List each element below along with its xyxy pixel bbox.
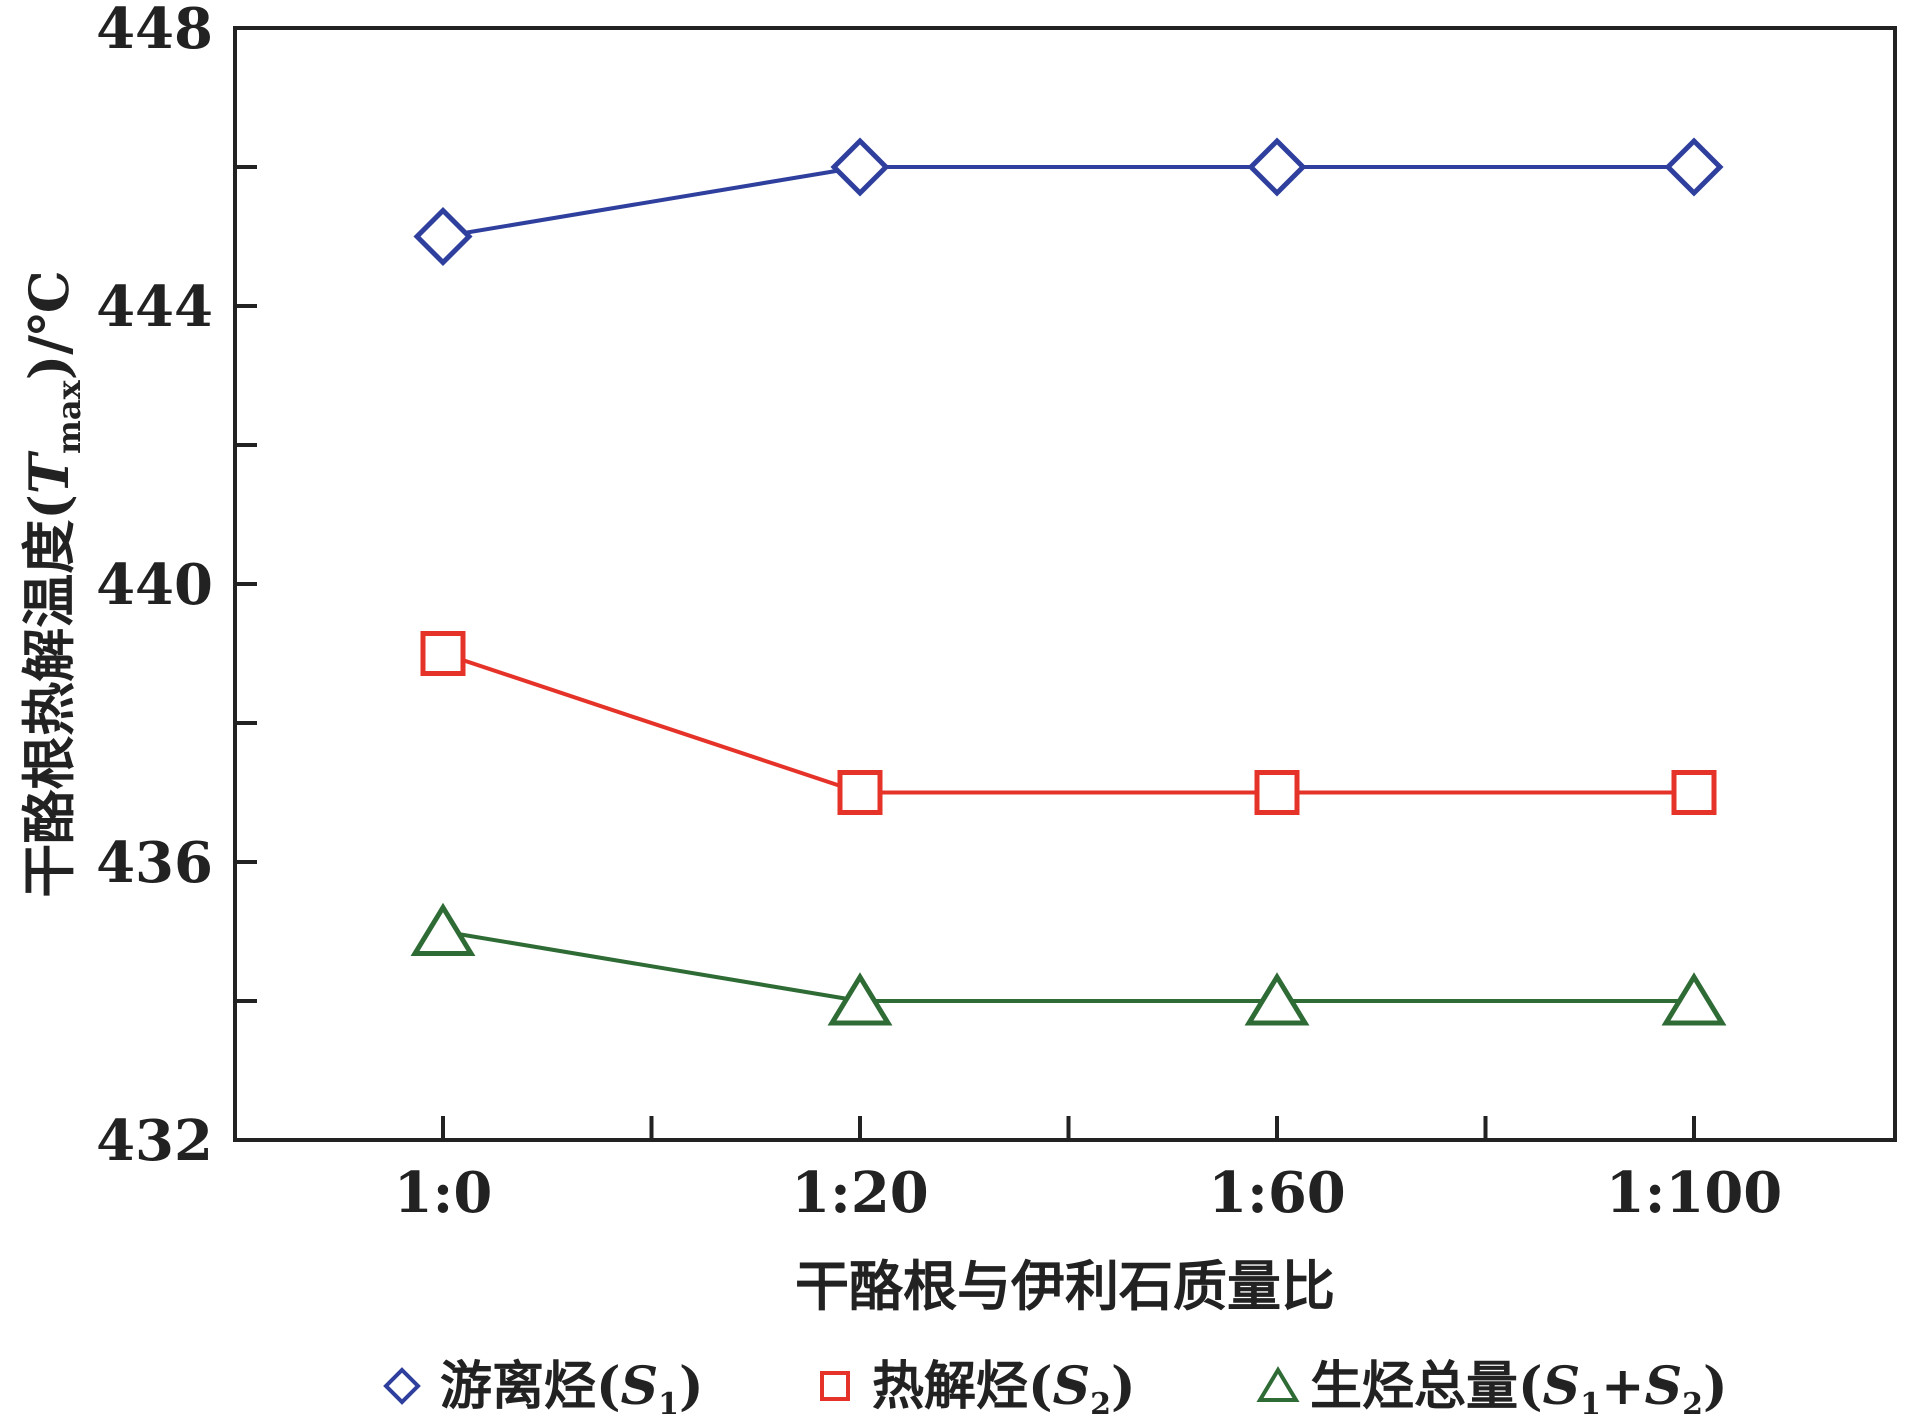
series-line [442, 651, 1694, 795]
legend-item-pyrolysis-hydrocarbon: 热解烃(S2) [820, 1356, 1136, 1422]
y-tick-label: 448 [96, 0, 213, 62]
y-axis-title-main: 干酪根热解温度( [17, 494, 81, 898]
series-2 [420, 631, 1717, 815]
y-axis-title-sub: max [50, 379, 88, 454]
series-group [410, 137, 1727, 1026]
legend-item-total-generation: 生烃总量(S1+S2) [1256, 1356, 1728, 1422]
data-point-triangle [827, 972, 893, 1026]
x-tick-label: 1:100 [1606, 1160, 1783, 1226]
data-point-diamond [1247, 137, 1307, 197]
data-point-diamond [830, 137, 890, 197]
x-tick-label: 1:60 [1208, 1160, 1346, 1226]
x-axis: 1:0 1:20 1:60 1:100 [394, 1116, 1783, 1226]
y-tick-label: 440 [96, 552, 213, 618]
series-line [442, 929, 1694, 1003]
legend-marker-triangle [1256, 1366, 1300, 1402]
legend-label-s1-s2: 生烃总量(S1+S2) [1310, 1356, 1728, 1422]
legend: 游离烃(S1) 热解烃(S2) 生烃总量(S1+S2) [383, 1356, 1728, 1422]
legend-item-free-hydrocarbon: 游离烃(S1) [383, 1356, 704, 1422]
legend-label-s2: 热解烃(S2) [872, 1356, 1136, 1422]
plot-frame [233, 26, 1897, 1142]
y-axis: 432 436 440 444 448 [96, 0, 257, 1174]
data-point-square [1671, 770, 1717, 815]
legend-label-s1: 游离烃(S1) [440, 1356, 704, 1422]
data-point-square [420, 631, 466, 676]
data-point-diamond [413, 206, 473, 267]
series-3 [410, 902, 1727, 1026]
data-point-square [837, 770, 883, 815]
data-point-square [1254, 770, 1300, 815]
series-1 [413, 137, 1724, 267]
data-point-diamond [1664, 137, 1724, 197]
y-tick-label: 444 [96, 274, 213, 340]
y-axis-title: 干酪根热解温度(Tmax)/℃ [17, 270, 88, 897]
series-line [442, 165, 1694, 239]
x-tick-label: 1:0 [394, 1160, 493, 1226]
legend-marker-square [820, 1371, 850, 1401]
y-axis-title-tail: )/℃ [17, 270, 81, 380]
data-point-triangle [1661, 972, 1727, 1026]
x-tick-label: 1:20 [791, 1160, 929, 1226]
x-axis-title: 干酪根与伊利石质量比 [795, 1254, 1335, 1318]
legend-marker-diamond [383, 1367, 421, 1405]
y-tick-label: 432 [96, 1108, 213, 1174]
y-axis-title-var: T [17, 450, 81, 494]
data-point-triangle [410, 902, 476, 956]
y-tick-label: 436 [96, 830, 213, 896]
data-point-triangle [1244, 972, 1310, 1026]
